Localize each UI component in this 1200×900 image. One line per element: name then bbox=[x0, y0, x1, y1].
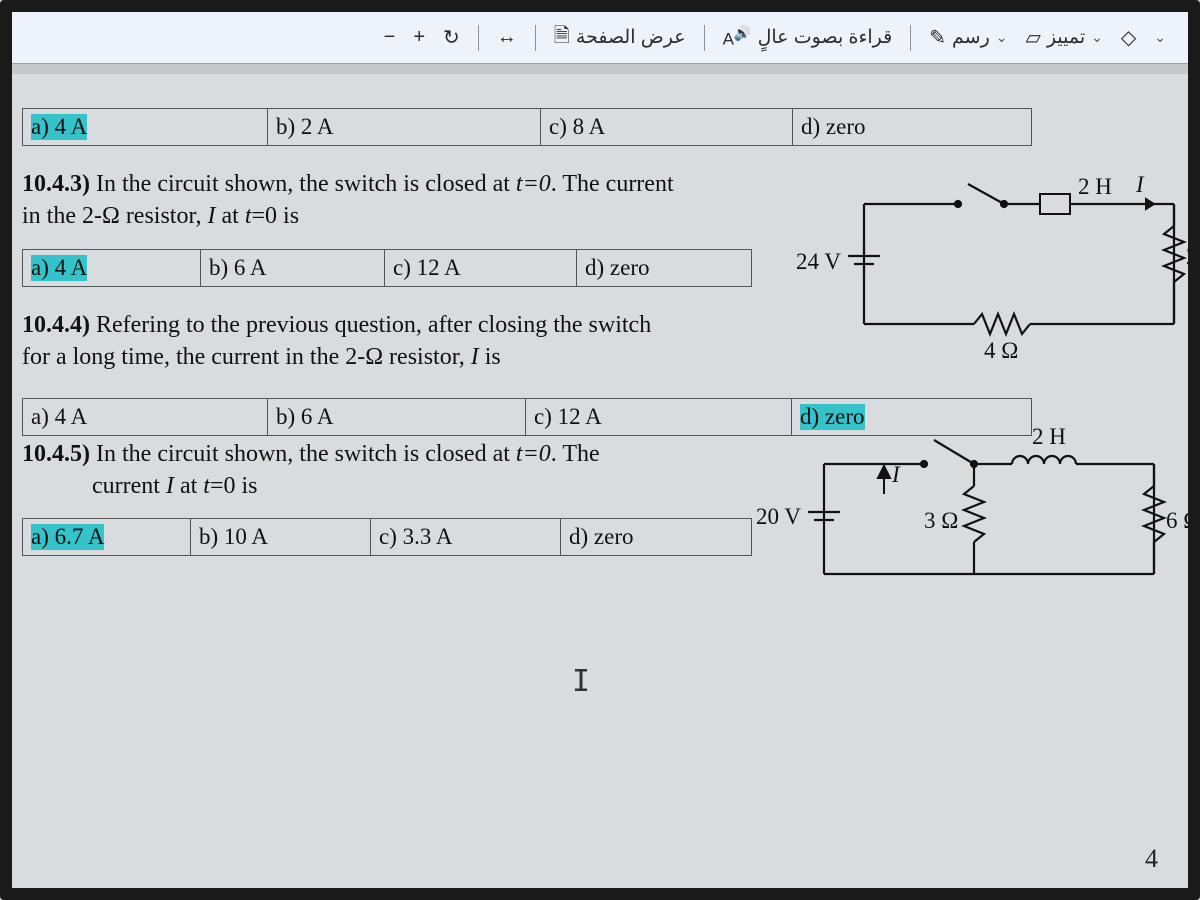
answer-cell[interactable]: b) 6 A bbox=[268, 399, 526, 435]
draw-label: رسم bbox=[952, 26, 990, 49]
read-aloud-label: قراءة بصوت عالٍ bbox=[758, 26, 893, 49]
draw-icon: ✎ bbox=[929, 25, 946, 50]
question-number: 10.4.3) bbox=[22, 171, 90, 197]
answer-choice-d: d) zero bbox=[801, 114, 866, 140]
answer-choice-a: a) 4 A bbox=[31, 114, 87, 140]
text-cursor-icon: I bbox=[572, 664, 590, 699]
erase-icon: ◇ bbox=[1121, 25, 1136, 50]
page-view-icon: 🗎 bbox=[554, 21, 570, 55]
voltage-label: 24 V bbox=[796, 249, 841, 274]
question-1043: 10.4.3) In the circuit shown, the switch… bbox=[22, 168, 782, 233]
erase-button[interactable]: ◇ bbox=[1121, 25, 1136, 50]
answer-cell[interactable]: b) 2 A bbox=[268, 109, 541, 145]
current-label: I bbox=[891, 462, 901, 487]
answer-choice-c: c) 12 A bbox=[534, 404, 602, 430]
question-1045: 10.4.5) In the circuit shown, the switch… bbox=[22, 438, 782, 503]
document-page: a) 4 A b) 2 A c) 8 A d) zero 10.4.3) In … bbox=[12, 74, 1188, 888]
plus-icon: + bbox=[413, 26, 425, 49]
answer-cell[interactable]: d) zero bbox=[577, 250, 751, 286]
answers-row-1042: a) 4 A b) 2 A c) 8 A d) zero bbox=[22, 108, 1032, 146]
answer-cell[interactable]: c) 8 A bbox=[541, 109, 793, 145]
highlight-label: تمييز bbox=[1047, 26, 1085, 49]
highlight-icon: ▱ bbox=[1026, 25, 1041, 50]
answer-cell[interactable]: c) 12 A bbox=[526, 399, 792, 435]
chevron-down-icon: ⌄ bbox=[1154, 29, 1166, 46]
resistor-right-label: 2 Ω bbox=[1186, 244, 1200, 269]
draw-button[interactable]: ✎ رسم ⌄ bbox=[929, 25, 1007, 50]
separator bbox=[910, 25, 911, 51]
answers-row-1043: a) 4 A b) 6 A c) 12 A d) zero bbox=[22, 249, 752, 287]
circuit-svg: I 20 V 2 H 3 Ω 6 Ω bbox=[774, 424, 1194, 614]
chevron-down-icon: ⌄ bbox=[996, 29, 1008, 46]
answer-choice-b: b) 6 A bbox=[276, 404, 334, 430]
answer-choice-a: a) 6.7 A bbox=[31, 524, 104, 550]
answer-cell[interactable]: a) 4 A bbox=[23, 109, 268, 145]
question-number: 10.4.5) bbox=[22, 441, 90, 467]
separator bbox=[535, 25, 536, 51]
resistor-3ohm-label: 3 Ω bbox=[924, 508, 958, 533]
answer-cell[interactable]: d) zero bbox=[561, 519, 751, 555]
answer-choice-b: b) 6 A bbox=[209, 255, 267, 281]
browser-toolbar: − + ↻ ↔ 🗎 عرض الصفحة A🔊 قراءة بصوت عالٍ … bbox=[12, 12, 1188, 64]
page-view-button[interactable]: 🗎 عرض الصفحة bbox=[554, 21, 686, 55]
rotate-icon: ↻ bbox=[443, 25, 460, 50]
fit-width-icon: ↔ bbox=[497, 26, 517, 49]
resistor-bottom-label: 4 Ω bbox=[984, 338, 1018, 363]
answer-choice-c: c) 12 A bbox=[393, 255, 461, 281]
page-number: 4 bbox=[1145, 844, 1158, 874]
read-aloud-button[interactable]: A🔊 قراءة بصوت عالٍ bbox=[723, 26, 893, 50]
answer-choice-b: b) 2 A bbox=[276, 114, 334, 140]
answers-row-1045: a) 6.7 A b) 10 A c) 3.3 A d) zero bbox=[22, 518, 752, 556]
current-label: I bbox=[1135, 172, 1145, 197]
answer-choice-a: a) 4 A bbox=[31, 255, 87, 281]
resistor-6ohm-label: 6 Ω bbox=[1166, 508, 1200, 533]
page-view-label: عرض الصفحة bbox=[576, 26, 686, 49]
voltage-label: 20 V bbox=[756, 504, 801, 529]
zoom-plus-button[interactable]: + bbox=[413, 26, 425, 49]
rotate-button[interactable]: ↻ bbox=[443, 25, 460, 50]
chevron-down-icon: ⌄ bbox=[1091, 29, 1103, 46]
answer-cell[interactable]: a) 6.7 A bbox=[23, 519, 191, 555]
answer-cell[interactable]: a) 4 A bbox=[23, 250, 201, 286]
answer-choice-a: a) 4 A bbox=[31, 404, 87, 430]
separator bbox=[704, 25, 705, 51]
circuit-diagram-1045: I 20 V 2 H 3 Ω 6 Ω bbox=[774, 424, 1194, 619]
inductor-label: 2 H bbox=[1032, 424, 1066, 449]
answer-cell[interactable]: c) 3.3 A bbox=[371, 519, 561, 555]
fit-width-button[interactable]: ↔ bbox=[497, 26, 517, 49]
answer-cell[interactable]: b) 10 A bbox=[191, 519, 371, 555]
circuit-diagram-1043: I 24 V 2 H 2 Ω 4 Ω bbox=[824, 164, 1194, 369]
zoom-minus-button[interactable]: − bbox=[384, 26, 396, 49]
circuit-svg: I 24 V 2 H 2 Ω 4 Ω bbox=[824, 164, 1194, 364]
answer-choice-b: b) 10 A bbox=[199, 524, 268, 550]
inductor-label: 2 H bbox=[1078, 174, 1112, 199]
answer-cell[interactable]: a) 4 A bbox=[23, 399, 268, 435]
answer-choice-c: c) 3.3 A bbox=[379, 524, 452, 550]
answer-choice-d: d) zero bbox=[585, 255, 650, 281]
answer-cell[interactable]: b) 6 A bbox=[201, 250, 385, 286]
separator bbox=[478, 25, 479, 51]
question-1044: 10.4.4) Refering to the previous questio… bbox=[22, 309, 782, 374]
answer-cell[interactable]: c) 12 A bbox=[385, 250, 577, 286]
highlight-button[interactable]: ▱ تمييز ⌄ bbox=[1026, 25, 1103, 50]
answer-choice-d: d) zero bbox=[569, 524, 634, 550]
read-aloud-icon: A🔊 bbox=[723, 26, 752, 50]
answer-choice-c: c) 8 A bbox=[549, 114, 605, 140]
minus-icon: − bbox=[384, 26, 396, 49]
answer-cell[interactable]: d) zero bbox=[793, 109, 1031, 145]
question-number: 10.4.4) bbox=[22, 312, 90, 338]
